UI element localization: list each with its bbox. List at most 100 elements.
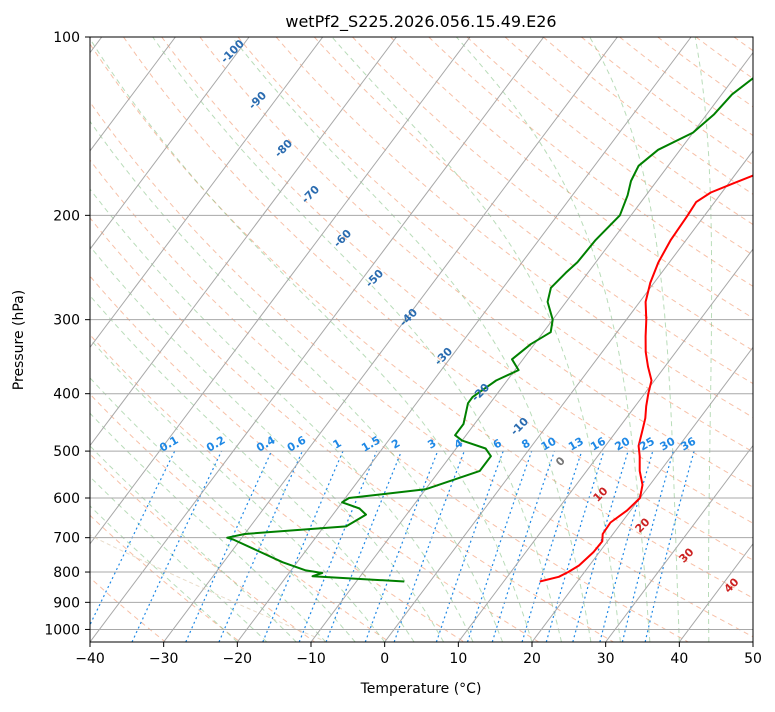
dry-adiabat	[581, 37, 775, 642]
dry-adiabat	[429, 37, 775, 642]
y-tick-label: 900	[53, 595, 80, 611]
y-tick-label: 800	[53, 565, 80, 581]
y-tick-label: 1000	[44, 622, 80, 638]
isotherm	[16, 37, 470, 642]
isotherm	[0, 37, 249, 642]
moist-adiabat	[456, 37, 650, 642]
x-tick-label: 50	[744, 651, 762, 667]
isotherm	[679, 37, 775, 642]
isotherm-label: 10	[591, 484, 611, 504]
isotherm-label: 40	[722, 575, 742, 595]
x-tick-label: 0	[380, 651, 389, 667]
moist-adiabat	[0, 37, 444, 642]
mixing-ratio-label: 1	[331, 437, 344, 452]
dry-adiabat	[85, 37, 775, 642]
temperature-line	[540, 37, 775, 582]
dry-adiabat	[0, 37, 315, 642]
dry-adiabat	[391, 37, 775, 642]
y-axis: 100 200 300 400 500 600 700 800 900 1000	[44, 30, 90, 638]
isotherm	[532, 37, 775, 642]
isotherm-label: -20	[469, 381, 492, 404]
dry-adiabat	[0, 37, 240, 642]
dry-adiabat	[734, 37, 775, 642]
isotherm-label: -50	[363, 267, 386, 290]
dry-adiabat	[276, 37, 775, 642]
y-tick-label: 400	[53, 387, 80, 403]
dry-adiabat	[543, 37, 775, 642]
dewpoint-line	[227, 37, 775, 582]
x-tick-label: −40	[75, 651, 105, 667]
mixing-ratio-line	[365, 451, 437, 642]
isotherm-label: -90	[246, 89, 269, 112]
plot-frame	[90, 37, 753, 642]
dry-adiabat	[9, 37, 688, 642]
moist-adiabat	[153, 37, 562, 642]
moist-adiabat	[590, 37, 680, 642]
dry-adiabat	[124, 37, 775, 642]
mixing-ratio-line	[326, 451, 401, 642]
mixing-ratio-line	[82, 451, 175, 642]
isotherm-label: -10	[508, 415, 531, 438]
isotherm-label: 0	[553, 454, 568, 469]
mixing-ratio-line	[522, 451, 582, 642]
isotherm-label: -30	[432, 345, 455, 368]
isotherm-label: -60	[331, 227, 354, 250]
isotherm	[0, 37, 396, 642]
y-tick-label: 300	[53, 313, 80, 329]
y-axis-title: Pressure (hPa)	[11, 290, 27, 390]
mixing-ratio-line	[299, 451, 377, 642]
dry-adiabat	[47, 37, 763, 642]
mixing-ratio-line	[600, 451, 653, 642]
mixing-ratio-line	[132, 451, 222, 642]
series-layer	[227, 37, 775, 582]
mixing-ratio-line	[468, 451, 532, 642]
x-tick-label: −20	[223, 651, 253, 667]
mixing-ratio-label: 8	[519, 437, 532, 452]
isotherm-label: 20	[633, 515, 653, 535]
x-axis-title: Temperature (°C)	[360, 681, 482, 697]
dry-adiabat	[238, 37, 775, 642]
y-tick-label: 600	[53, 491, 80, 507]
x-tick-label: 30	[597, 651, 615, 667]
isotherm-label: 30	[677, 545, 697, 565]
x-tick-label: 10	[449, 651, 467, 667]
dry-adiabat	[353, 37, 775, 642]
y-tick-label: 700	[53, 531, 80, 547]
y-tick-label: 500	[53, 444, 80, 460]
isotherm	[237, 37, 691, 642]
mixing-ratio-label: 2	[389, 437, 402, 452]
y-tick-label: 200	[53, 208, 80, 224]
chart-title: wetPf2_S225.2026.056.15.49.E26	[285, 12, 556, 32]
mixing-ratio-label: 6	[491, 436, 504, 451]
isotherm	[164, 37, 618, 642]
mixing-ratio-label: 3	[425, 437, 438, 452]
moist-adiabat	[36, 37, 502, 642]
x-tick-label: −30	[149, 651, 179, 667]
x-tick-label: −10	[296, 651, 326, 667]
y-tick-label: 100	[53, 30, 80, 46]
moist-adiabat	[0, 37, 385, 642]
x-tick-label: 40	[670, 651, 688, 667]
moist-adiabat	[0, 37, 414, 642]
x-axis: −40 −30 −20 −10 0 10 20 30 40 50	[75, 642, 762, 667]
mixing-ratio-line	[263, 451, 343, 642]
moist-adiabat	[89, 37, 532, 642]
isotherm	[458, 37, 775, 642]
moist-adiabat	[0, 37, 355, 642]
isotherm-label: -70	[299, 183, 322, 206]
dry-adiabat	[0, 37, 539, 642]
isotherm	[90, 37, 544, 642]
isotherm	[385, 37, 775, 642]
dry-adiabat	[658, 37, 775, 642]
mixing-ratio-line	[573, 451, 628, 642]
isotherm-label: -80	[272, 137, 295, 160]
x-tick-label: 20	[523, 651, 541, 667]
dry-adiabat	[0, 37, 389, 642]
dry-adiabat	[314, 37, 775, 642]
isotherm	[753, 37, 775, 642]
moist-adiabat	[0, 37, 267, 642]
isotherm-label: -100	[218, 37, 247, 66]
